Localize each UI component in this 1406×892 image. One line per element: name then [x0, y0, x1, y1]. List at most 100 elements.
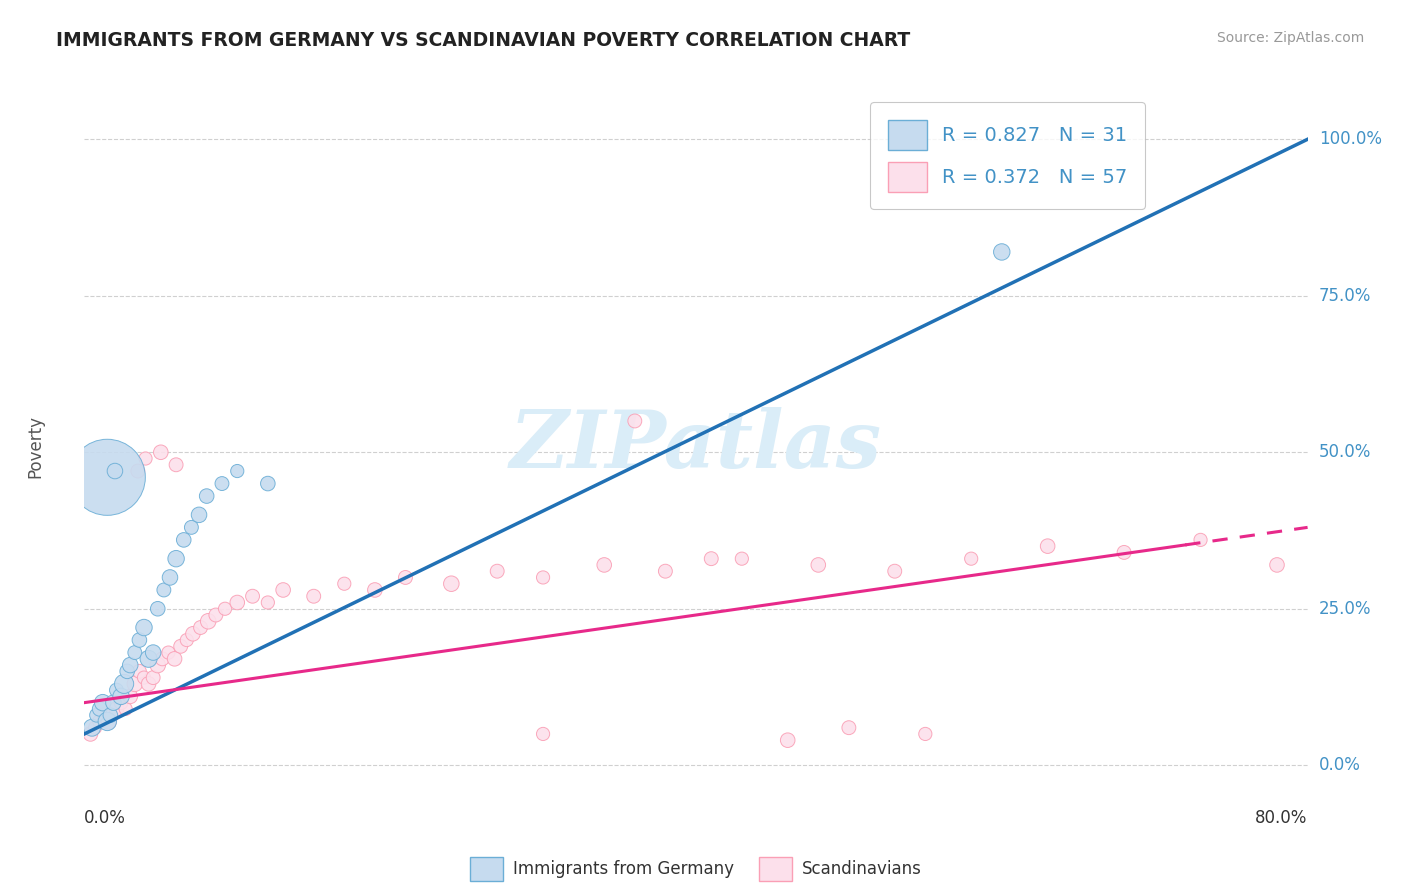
Point	[146, 601, 169, 615]
Point	[98, 708, 121, 723]
Point	[807, 558, 830, 572]
Point	[242, 589, 264, 603]
Point	[302, 589, 325, 603]
Point	[165, 458, 187, 472]
Point	[991, 244, 1014, 259]
Point	[157, 646, 180, 660]
Point	[115, 665, 138, 679]
Point	[138, 652, 160, 666]
Point	[205, 607, 228, 622]
Text: 25.0%: 25.0%	[1319, 599, 1371, 618]
Point	[170, 640, 193, 654]
Text: 100.0%: 100.0%	[1319, 130, 1382, 148]
Point	[86, 708, 108, 723]
Point	[120, 658, 142, 673]
Point	[101, 708, 124, 723]
Point	[127, 464, 149, 478]
Point	[149, 445, 172, 459]
Point	[226, 464, 249, 478]
Point	[124, 646, 146, 660]
Point	[776, 733, 799, 747]
Point	[195, 489, 218, 503]
Point	[132, 671, 155, 685]
Point	[114, 702, 136, 716]
Point	[214, 601, 236, 615]
Point	[394, 570, 416, 584]
Point	[112, 677, 135, 691]
Point	[226, 595, 249, 609]
Point	[105, 702, 128, 716]
Point	[79, 727, 101, 741]
Point	[132, 621, 155, 635]
Point	[211, 476, 233, 491]
Point	[914, 727, 936, 741]
Point	[89, 702, 111, 716]
Point	[146, 658, 169, 673]
Point	[181, 627, 204, 641]
Text: 75.0%: 75.0%	[1319, 286, 1371, 305]
Text: IMMIGRANTS FROM GERMANY VS SCANDINAVIAN POVERTY CORRELATION CHART: IMMIGRANTS FROM GERMANY VS SCANDINAVIAN …	[56, 31, 911, 50]
Point	[103, 696, 125, 710]
Point	[150, 652, 173, 666]
Point	[1265, 558, 1288, 572]
Point	[180, 520, 202, 534]
Point	[120, 690, 142, 704]
Point	[84, 721, 107, 735]
Point	[93, 708, 115, 723]
Text: Source: ZipAtlas.com: Source: ZipAtlas.com	[1216, 31, 1364, 45]
Point	[135, 451, 157, 466]
Point	[176, 633, 198, 648]
Point	[163, 652, 186, 666]
Point	[138, 677, 160, 691]
Point	[142, 646, 165, 660]
Point	[188, 508, 211, 522]
Point	[173, 533, 195, 547]
Point	[91, 696, 114, 710]
Point	[165, 551, 187, 566]
Point	[128, 633, 150, 648]
Point	[960, 551, 983, 566]
Point	[364, 582, 387, 597]
Point	[96, 714, 118, 729]
Point	[257, 595, 280, 609]
Point	[1036, 539, 1059, 553]
Point	[531, 727, 554, 741]
Point	[486, 564, 509, 578]
Text: Poverty: Poverty	[27, 415, 45, 477]
Point	[110, 690, 132, 704]
Point	[89, 714, 111, 729]
Point	[80, 721, 103, 735]
Point	[124, 677, 146, 691]
Point	[624, 414, 647, 428]
Point	[97, 714, 120, 729]
Point	[531, 570, 554, 584]
Point	[883, 564, 905, 578]
Point	[96, 470, 118, 484]
Point	[271, 582, 294, 597]
Legend: Immigrants from Germany, Scandinavians: Immigrants from Germany, Scandinavians	[463, 850, 929, 888]
Point	[333, 576, 356, 591]
Point	[1114, 545, 1136, 559]
Point	[105, 683, 128, 698]
Point	[110, 696, 132, 710]
Point	[654, 564, 676, 578]
Text: 0.0%: 0.0%	[84, 809, 127, 827]
Point	[128, 665, 150, 679]
Text: 50.0%: 50.0%	[1319, 443, 1371, 461]
Point	[1189, 533, 1212, 547]
Point	[700, 551, 723, 566]
Point	[257, 476, 280, 491]
Point	[153, 582, 176, 597]
Text: ZIPatlas: ZIPatlas	[510, 408, 882, 484]
Point	[197, 614, 219, 628]
Point	[838, 721, 860, 735]
Point	[142, 671, 165, 685]
Text: 80.0%: 80.0%	[1256, 809, 1308, 827]
Point	[593, 558, 616, 572]
Point	[159, 570, 181, 584]
Point	[190, 621, 212, 635]
Point	[104, 464, 127, 478]
Point	[440, 576, 463, 591]
Text: 0.0%: 0.0%	[1319, 756, 1361, 774]
Point	[731, 551, 754, 566]
